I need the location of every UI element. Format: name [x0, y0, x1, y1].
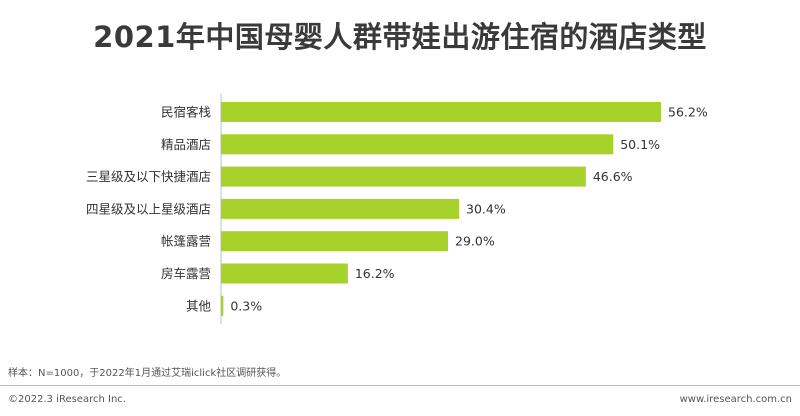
data-label: 30.4% [466, 201, 506, 216]
bar [221, 198, 460, 219]
bar [221, 102, 661, 122]
data-label: 50.1% [620, 137, 660, 152]
category-label: 其他 [186, 298, 212, 313]
copyright-text: ©2022.3 iResearch Inc. [8, 394, 126, 405]
bar [221, 134, 614, 155]
category-label: 房车露营 [161, 266, 211, 281]
data-label: 56.2% [668, 105, 708, 120]
data-label: 0.3% [230, 298, 262, 313]
bar [221, 166, 586, 187]
bars-group [221, 102, 661, 316]
website-text: www.iresearch.com.cn [679, 394, 792, 405]
data-label: 46.6% [593, 169, 633, 184]
category-label: 四星级及以上星级酒店 [86, 201, 211, 216]
category-label: 帐篷露营 [161, 234, 211, 249]
category-label: 精品酒店 [161, 137, 211, 152]
chart-title: 2021年中国母婴人群带娃出游住宿的酒店类型 [93, 20, 707, 54]
sample-note: 样本：N=1000，于2022年1月通过艾瑞iclick社区调研获得。 [8, 368, 287, 379]
footer-divider [0, 385, 800, 386]
bar [221, 295, 224, 316]
category-label: 民宿客栈 [161, 105, 211, 120]
data-label: 16.2% [355, 266, 395, 281]
data-label: 29.0% [455, 234, 495, 249]
category-label: 三星级及以下快捷酒店 [86, 169, 211, 184]
bar [221, 231, 449, 252]
value-labels-group: 56.2% 50.1% 46.6% 30.4% 29.0% 16.2% 0.3% [230, 105, 707, 314]
bar [221, 263, 348, 284]
